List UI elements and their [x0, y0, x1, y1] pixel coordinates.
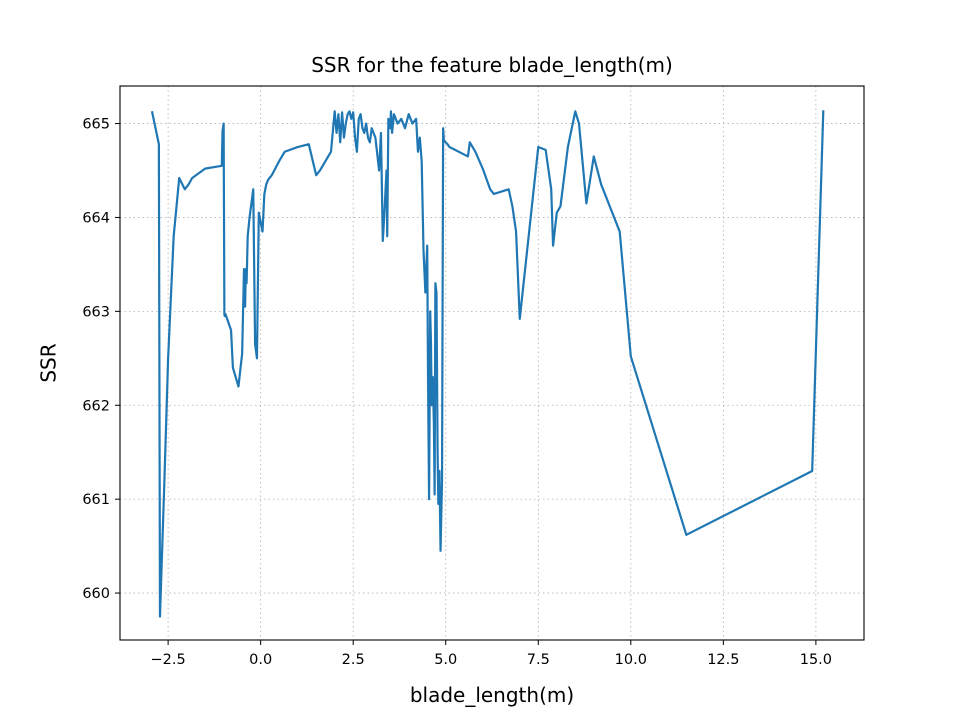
x-tick-label: 10.0: [615, 652, 647, 668]
plot-frame: [119, 85, 865, 641]
y-tick-label: 660: [82, 586, 110, 602]
x-tick-label: 5.0: [434, 652, 457, 668]
series-line: [150, 110, 825, 618]
x-tick-label: 0.0: [249, 652, 272, 668]
y-axis-title: SSR: [37, 343, 61, 382]
chart-title: SSR for the feature blade_length(m): [311, 53, 673, 77]
x-tick-label: 7.5: [527, 652, 550, 668]
y-tick-label: 663: [82, 304, 110, 320]
x-axis: −2.5 0.0 2.5 5.0 7.5 10.0 12.5 15.0: [151, 640, 832, 668]
x-tick-label: 12.5: [707, 652, 739, 668]
y-tick-label: 662: [82, 398, 110, 414]
y-axis: 660 661 662 663 664 665: [82, 117, 120, 602]
plot-series-group: [150, 110, 825, 618]
x-tick-label: −2.5: [151, 652, 186, 668]
x-tick-label: 2.5: [342, 652, 365, 668]
x-tick-label: 15.0: [800, 652, 832, 668]
y-tick-label: 664: [82, 210, 110, 226]
x-axis-title: blade_length(m): [410, 683, 574, 707]
y-tick-label: 665: [82, 117, 110, 133]
y-tick-label: 661: [82, 492, 110, 508]
